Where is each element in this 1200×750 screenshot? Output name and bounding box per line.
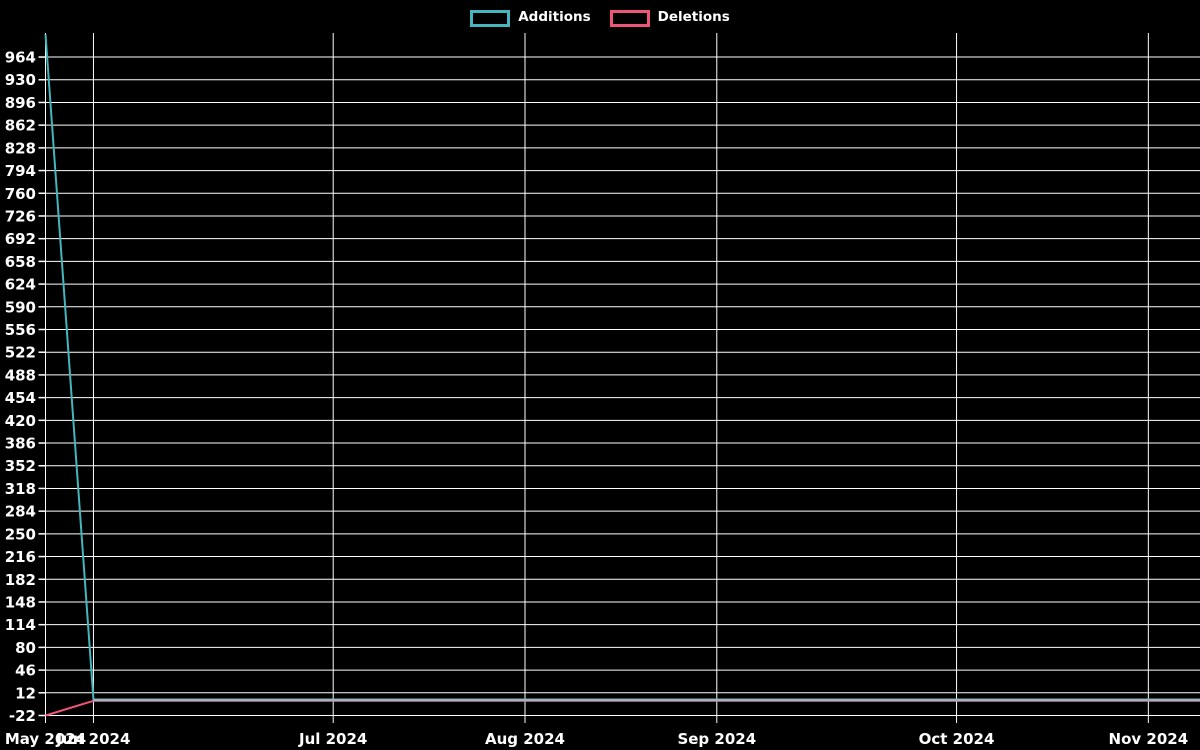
y-tick-label: 80 [15, 639, 36, 657]
y-tick-label: 964 [5, 49, 36, 67]
y-tick-label: 284 [5, 503, 36, 521]
y-tick-label: 658 [5, 253, 36, 271]
legend-item-additions: Additions [470, 9, 591, 27]
x-tick-label: May 2024 [5, 730, 86, 748]
y-tick-label: 148 [5, 593, 36, 611]
y-tick-label: 216 [5, 548, 36, 566]
legend-label-additions: Additions [518, 9, 591, 26]
y-tick-label: 454 [5, 389, 36, 407]
y-tick-label: 624 [5, 276, 36, 294]
legend-item-deletions: Deletions [609, 9, 730, 27]
additions-color-swatch [470, 9, 511, 27]
x-tick-label: Aug 2024 [485, 730, 565, 748]
additions-line [44, 34, 1200, 701]
y-tick-label: 420 [5, 412, 36, 430]
y-tick-label: 930 [5, 71, 36, 89]
y-tick-label: 12 [15, 684, 36, 702]
y-tick-label: 114 [5, 616, 36, 634]
x-tick-label: Sep 2024 [677, 730, 756, 748]
y-tick-label: 794 [5, 162, 36, 180]
y-tick-label: 488 [5, 366, 36, 384]
x-tick-label: Nov 2024 [1109, 730, 1189, 748]
y-tick-label: 760 [5, 185, 36, 203]
y-tick-label: 692 [5, 230, 36, 248]
deletions-line [45, 699, 1200, 717]
x-tick-label: Oct 2024 [919, 730, 995, 748]
y-tick-label: 318 [5, 480, 36, 498]
y-tick-label: 726 [5, 207, 36, 225]
deletions-color-swatch [609, 9, 650, 27]
y-tick-label: 522 [5, 344, 36, 362]
y-tick-label: 182 [5, 571, 36, 589]
chart-legend: Additions Deletions [0, 0, 1200, 36]
y-tick-label: 46 [15, 662, 36, 680]
y-tick-label: 590 [5, 298, 36, 316]
y-tick-label: 862 [5, 117, 36, 135]
y-tick-label: 386 [5, 435, 36, 453]
y-tick-label: -22 [9, 707, 36, 725]
x-tick-label: Jun 2024 [55, 730, 130, 748]
y-tick-label: 352 [5, 457, 36, 475]
x-tick-label: Jul 2024 [298, 730, 367, 748]
legend-label-deletions: Deletions [657, 9, 730, 26]
y-tick-label: 828 [5, 139, 36, 157]
y-tick-label: 556 [5, 321, 36, 339]
y-tick-label: 896 [5, 94, 36, 112]
y-tick-label: 250 [5, 525, 36, 543]
